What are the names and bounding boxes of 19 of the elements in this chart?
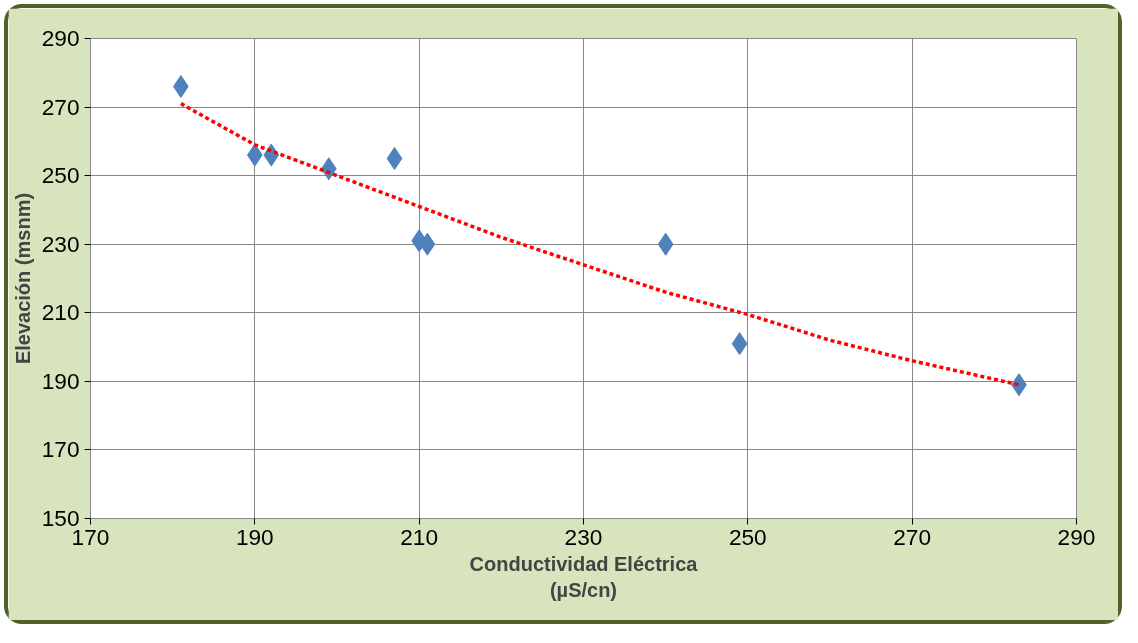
y-tick-label: 250 xyxy=(41,162,80,189)
x-axis-title: Conductividad Eléctrica (µS/cn) xyxy=(469,552,699,601)
y-tick-label: 230 xyxy=(41,230,80,257)
y-tick-label: 290 xyxy=(41,25,80,51)
y-tick-label: 170 xyxy=(41,436,80,463)
x-tick-label: 230 xyxy=(564,523,603,550)
x-tick-label: 290 xyxy=(1057,523,1096,550)
x-tick-label: 210 xyxy=(400,523,439,550)
point xyxy=(657,232,674,256)
y-axis-title: Elevación (msnm) xyxy=(11,192,34,365)
point xyxy=(419,232,436,256)
y-tick-label: 190 xyxy=(41,367,80,394)
y-tick-label: 270 xyxy=(41,93,80,120)
point xyxy=(386,147,403,170)
x-tick-label: 190 xyxy=(235,523,274,550)
point xyxy=(731,332,748,356)
x-tick-label: 270 xyxy=(893,523,932,550)
y-tick-label: 210 xyxy=(41,299,80,326)
x-tick-label: 250 xyxy=(728,523,767,550)
